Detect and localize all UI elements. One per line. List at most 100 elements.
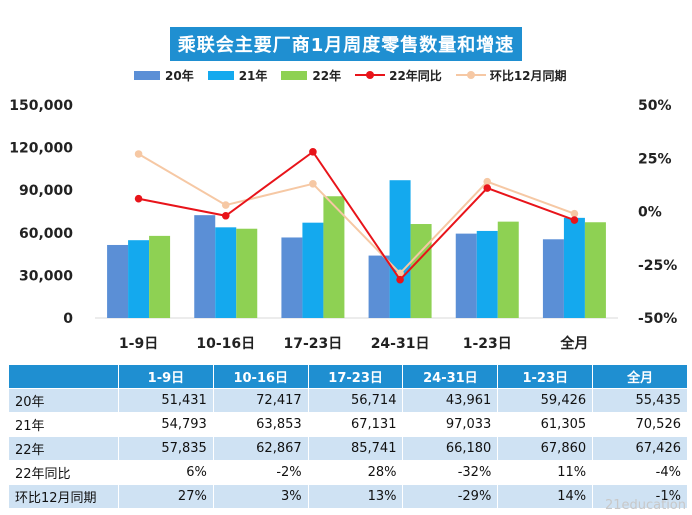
table-cell: 13% bbox=[307, 484, 404, 509]
table-cell: -1% bbox=[592, 484, 688, 509]
table-cell: 56,714 bbox=[307, 388, 404, 413]
bar bbox=[455, 233, 477, 318]
line-point bbox=[134, 150, 143, 158]
bar bbox=[107, 244, 129, 318]
legend-label-20: 20年 bbox=[165, 68, 194, 83]
y-left-tick-label: 30,000 bbox=[19, 268, 73, 284]
header-cell: 24-31日 bbox=[402, 364, 499, 389]
bar bbox=[149, 235, 171, 318]
table-cell: 66,180 bbox=[402, 436, 499, 461]
bar bbox=[128, 240, 150, 318]
legend-item-20: 20年 bbox=[134, 67, 194, 84]
table-cell: 3% bbox=[212, 484, 309, 509]
line-point bbox=[570, 209, 579, 218]
table-cell: 67,426 bbox=[592, 436, 688, 461]
header-cell bbox=[8, 364, 119, 389]
bar bbox=[584, 222, 606, 318]
data-table: 1-9日 10-16日 17-23日 24-31日 1-23日 全月 20年 5… bbox=[8, 364, 688, 509]
y-left-tick-label: 90,000 bbox=[19, 183, 73, 199]
table-cell: 57,835 bbox=[118, 436, 214, 461]
table-cell: 11% bbox=[497, 460, 594, 485]
table-cell: -4% bbox=[592, 460, 688, 485]
table-cell: 27% bbox=[118, 484, 214, 509]
bar bbox=[542, 239, 564, 318]
legend-item-yoy: 22年同比 bbox=[355, 67, 442, 84]
line-point bbox=[134, 194, 143, 203]
table-cell: 54,793 bbox=[118, 412, 214, 437]
table-cell: 28% bbox=[307, 460, 404, 485]
legend-item-21: 21年 bbox=[207, 67, 268, 84]
header-cell: 全月 bbox=[592, 364, 688, 389]
series-line bbox=[138, 153, 575, 275]
chart-legend: 20年 21年 22年 22年同比 环比12月同期 bbox=[134, 66, 581, 84]
row-label: 22年同比 bbox=[8, 460, 119, 485]
line-point bbox=[221, 201, 230, 209]
table-cell: 97,033 bbox=[402, 412, 499, 437]
bar bbox=[476, 230, 498, 318]
bar bbox=[236, 228, 258, 318]
table-cell: 59,426 bbox=[497, 388, 594, 413]
bar bbox=[368, 255, 390, 318]
y-right-tick-label: 0% bbox=[638, 205, 662, 221]
table-cell: -29% bbox=[402, 484, 499, 509]
header-cell: 1-9日 bbox=[118, 364, 214, 389]
legend-label-mom: 环比12月同期 bbox=[489, 68, 567, 83]
header-cell: 1-23日 bbox=[497, 364, 594, 389]
table-row: 20年 51,431 72,417 56,714 43,961 59,426 5… bbox=[8, 388, 688, 413]
series-line bbox=[138, 150, 575, 282]
line-point bbox=[570, 216, 579, 224]
row-label: 20年 bbox=[8, 388, 119, 413]
line-point bbox=[221, 211, 230, 220]
x-tick-label: 1-9日 bbox=[119, 336, 158, 352]
y-left-tick-label: 0 bbox=[63, 311, 73, 327]
table-cell: -32% bbox=[402, 460, 499, 485]
table-cell: 6% bbox=[118, 460, 214, 485]
line-point bbox=[309, 148, 317, 156]
y-right-tick-label: -25% bbox=[638, 258, 677, 274]
y-left-tick-label: 150,000 bbox=[9, 98, 73, 114]
legend-item-22: 22年 bbox=[281, 67, 341, 84]
table-cell: 62,867 bbox=[212, 436, 309, 461]
legend-label-yoy: 22年同比 bbox=[389, 68, 442, 83]
y-right-tick-label: 50% bbox=[638, 98, 672, 114]
table-row: 22年 57,835 62,867 85,741 66,180 67,860 6… bbox=[8, 436, 688, 461]
legend-line-mom bbox=[455, 70, 486, 80]
legend-swatch-20 bbox=[134, 70, 160, 80]
table-row: 22年同比 6% -2% 28% -32% 11% -4% bbox=[8, 460, 688, 485]
table-cell: 72,417 bbox=[212, 388, 309, 413]
x-tick-label: 10-16日 bbox=[196, 336, 255, 352]
x-tick-label: 24-31日 bbox=[371, 336, 430, 352]
x-tick-label: 17-23日 bbox=[284, 336, 343, 352]
table-cell: 51,431 bbox=[118, 388, 214, 413]
table-cell: 14% bbox=[497, 484, 594, 509]
table-header-row: 1-9日 10-16日 17-23日 24-31日 1-23日 全月 bbox=[8, 364, 688, 389]
chart-title: 乘联会主要厂商1月周度零售数量和增速 bbox=[170, 27, 522, 61]
line-point bbox=[396, 275, 404, 284]
row-label: 环比12月同期 bbox=[8, 484, 119, 509]
table-cell: 61,305 bbox=[497, 412, 594, 437]
table-cell: 55,435 bbox=[592, 388, 688, 413]
y-right-tick-label: -50% bbox=[638, 311, 677, 327]
table-cell: 70,526 bbox=[592, 412, 688, 437]
legend-item-mom: 环比12月同期 bbox=[455, 67, 567, 84]
header-cell: 10-16日 bbox=[212, 364, 309, 389]
legend-label-22: 22年 bbox=[312, 68, 342, 83]
bar bbox=[302, 222, 324, 318]
bar bbox=[410, 224, 432, 318]
line-point bbox=[483, 177, 492, 186]
legend-line-yoy bbox=[355, 70, 386, 80]
bar bbox=[194, 215, 216, 318]
x-tick-label: 1-23日 bbox=[463, 336, 512, 352]
table-cell: 67,860 bbox=[497, 436, 594, 461]
combo-chart: 150,000 120,000 90,000 60,000 30,000 0 50% 25% 0… bbox=[9, 98, 677, 352]
bar bbox=[215, 227, 237, 318]
x-tick-label: 全月 bbox=[559, 335, 588, 352]
watermark: 21education bbox=[604, 498, 686, 513]
table-cell: 63,853 bbox=[212, 412, 309, 437]
y-left-tick-label: 60,000 bbox=[19, 226, 73, 242]
legend-swatch-22 bbox=[281, 70, 308, 80]
y-left-tick-label: 120,000 bbox=[9, 141, 73, 157]
table-cell: 67,131 bbox=[307, 412, 404, 437]
legend-label-21: 21年 bbox=[238, 68, 268, 83]
header-cell: 17-23日 bbox=[307, 364, 404, 389]
